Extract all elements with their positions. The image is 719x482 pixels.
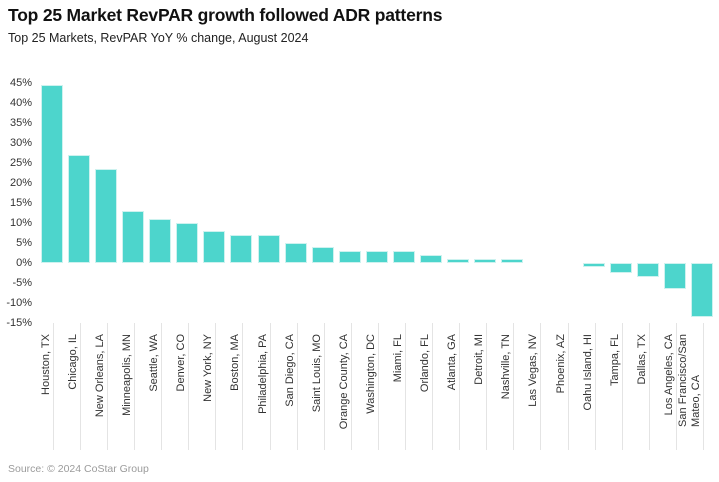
- bar[interactable]: [284, 242, 307, 263]
- bar[interactable]: [338, 250, 361, 263]
- bar[interactable]: [690, 262, 713, 317]
- y-axis-tick-label: 15%: [9, 196, 32, 209]
- source-attribution: Source: © 2024 CoStar Group: [8, 463, 149, 475]
- y-axis-tick-label: -15%: [6, 316, 32, 329]
- x-axis-label: Boston, MA: [229, 334, 242, 391]
- bar[interactable]: [447, 258, 470, 263]
- x-axis-label: Los Angeles, CA: [662, 334, 675, 416]
- x-axis-tick-line: [52, 322, 54, 450]
- x-axis-tick-line: [459, 322, 461, 450]
- x-axis-tick-line: [323, 322, 325, 450]
- x-axis-label: Tampa, FL: [608, 334, 621, 386]
- x-axis-label: Atlanta, GA: [446, 334, 459, 391]
- x-axis-label: San Diego, CA: [283, 334, 296, 407]
- x-axis-tick-line: [513, 322, 515, 450]
- x-axis-tick-line: [404, 322, 406, 450]
- bar[interactable]: [94, 168, 117, 263]
- chart-subtitle: Top 25 Markets, RevPAR YoY % change, Aug…: [8, 31, 309, 45]
- y-axis-tick-label: 0%: [16, 256, 32, 269]
- bar[interactable]: [609, 262, 632, 273]
- x-axis-label: Seattle, WA: [148, 334, 161, 392]
- x-axis-tick-line: [161, 322, 163, 450]
- bar[interactable]: [176, 222, 199, 263]
- y-axis-tick-label: 40%: [9, 96, 32, 109]
- x-axis-label: Houston, TX: [39, 334, 52, 395]
- x-axis-label: Las Vegas, NV: [527, 334, 540, 407]
- y-axis-tick-label: 5%: [16, 236, 32, 249]
- x-axis-tick-line: [594, 322, 596, 450]
- bar[interactable]: [67, 154, 90, 263]
- bar[interactable]: [392, 250, 415, 263]
- x-axis-label: Detroit, MI: [473, 334, 486, 385]
- x-axis-label: Orlando, FL: [419, 334, 432, 393]
- bar[interactable]: [636, 262, 659, 277]
- x-axis-tick-line: [648, 322, 650, 450]
- x-axis-tick-line: [215, 322, 217, 450]
- x-axis-label: Phoenix, AZ: [554, 334, 567, 394]
- x-axis-label: Minneapolis, MN: [121, 334, 134, 416]
- x-axis-tick-line: [296, 322, 298, 450]
- x-axis-tick-line: [432, 322, 434, 450]
- y-axis-tick-label: 10%: [9, 216, 32, 229]
- x-axis-tick-line: [675, 322, 677, 450]
- bar[interactable]: [582, 262, 605, 267]
- x-axis-tick-line: [621, 322, 623, 450]
- x-axis-label: Saint Louis, MO: [310, 334, 323, 413]
- x-axis-label: Miami, FL: [391, 334, 404, 383]
- x-axis-tick-line: [242, 322, 244, 450]
- bar[interactable]: [420, 254, 443, 263]
- y-axis-tick-label: 30%: [9, 136, 32, 149]
- bar[interactable]: [230, 234, 253, 263]
- x-axis-label: Philadelphia, PA: [256, 334, 269, 414]
- bar[interactable]: [663, 262, 686, 289]
- x-axis-tick-line: [79, 322, 81, 450]
- x-axis-tick-line: [350, 322, 352, 450]
- bar[interactable]: [365, 250, 388, 263]
- y-axis-tick-label: -5%: [12, 276, 32, 289]
- x-axis-tick-line: [540, 322, 542, 450]
- x-axis-label: Orange County, CA: [337, 334, 350, 430]
- x-axis-tick-line: [702, 322, 704, 450]
- x-axis-label: Oahu Island, HI: [581, 334, 594, 411]
- y-axis-tick-label: 25%: [9, 156, 32, 169]
- x-axis-label: Dallas, TX: [635, 334, 648, 385]
- bar[interactable]: [501, 258, 524, 263]
- y-axis-tick-label: -10%: [6, 296, 32, 309]
- bar[interactable]: [474, 258, 497, 263]
- x-axis-tick-line: [269, 322, 271, 450]
- bar[interactable]: [149, 218, 172, 263]
- x-axis-label: New York, NY: [202, 334, 215, 402]
- bar[interactable]: [203, 230, 226, 263]
- x-axis-tick-line: [134, 322, 136, 450]
- y-axis-tick-label: 35%: [9, 116, 32, 129]
- bar[interactable]: [40, 84, 63, 263]
- x-axis-tick-line: [106, 322, 108, 450]
- bar[interactable]: [122, 210, 145, 263]
- chart-title: Top 25 Market RevPAR growth followed ADR…: [8, 5, 443, 25]
- bar[interactable]: [257, 234, 280, 263]
- x-axis-label: Chicago, IL: [66, 334, 79, 390]
- x-axis-tick-line: [377, 322, 379, 450]
- x-axis-tick-line: [567, 322, 569, 450]
- x-axis-label: New Orleans, LA: [93, 334, 106, 418]
- x-axis-label: Denver, CO: [175, 334, 188, 392]
- y-axis-tick-label: 20%: [9, 176, 32, 189]
- bar[interactable]: [311, 246, 334, 263]
- x-axis-label: Nashville, TN: [500, 334, 513, 400]
- x-axis-label: Washington, DC: [364, 334, 377, 414]
- y-axis-tick-label: 45%: [9, 76, 32, 89]
- x-axis-label: San Francisco/San Mateo, CA: [676, 334, 702, 427]
- x-axis-tick-line: [188, 322, 190, 450]
- x-axis-tick-line: [486, 322, 488, 450]
